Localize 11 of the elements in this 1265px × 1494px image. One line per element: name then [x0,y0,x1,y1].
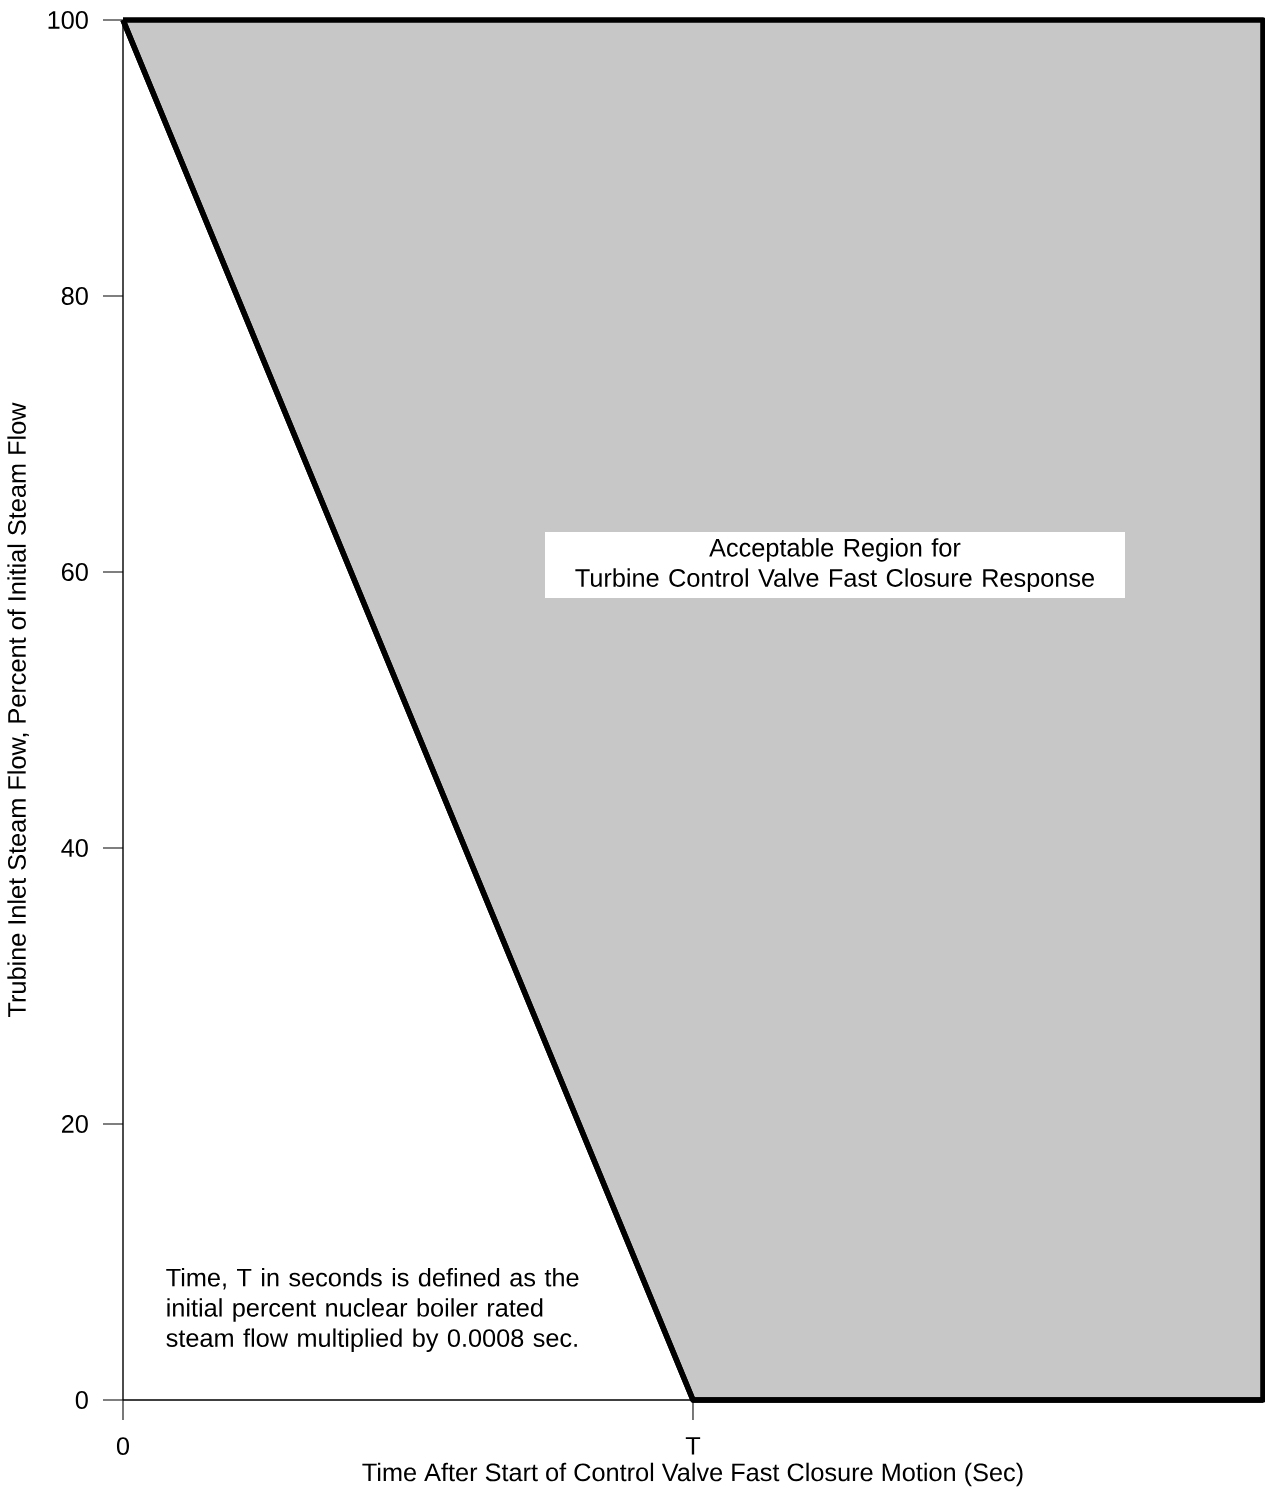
y-tick-label: 0 [75,1391,88,1409]
y-tick-label: 60 [62,563,88,581]
y-tick-label: 80 [61,287,88,305]
y-tick-label: 20 [62,1115,88,1133]
y-tick-label: 100 [48,11,88,29]
y-axis-title: Trubine Inlet Steam Flow, Percent of Initial Steam Flow [7,402,29,1017]
annotation: Acceptable Region for Turbine Control Valve Fast Closure Response [575,538,1094,592]
y-tick-label: 40 [61,839,88,857]
x-axis-title: Time After Start of Control Valve Fast Closure Motion (Sec) [362,1462,1023,1487]
annotation: Time, T in seconds is defined as the initial percent nuclear boiler rated steam flow multiplied by 0.0008 sec. [166,1267,579,1352]
x-tick-label: T [685,1437,701,1455]
